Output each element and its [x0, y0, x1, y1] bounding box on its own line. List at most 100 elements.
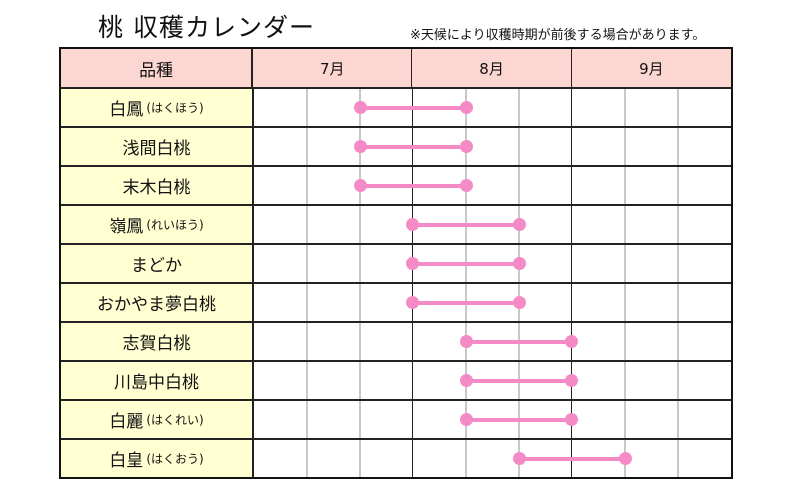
month-divider: [411, 323, 414, 360]
variety-name: 白鳳: [109, 100, 144, 120]
dekad-gridline: [676, 245, 679, 282]
month-divider: [570, 167, 573, 204]
variety-name-cell: 白鳳 (はくほう): [61, 89, 254, 126]
harvest-start-dot: [353, 140, 367, 153]
variety-name: 末木白桃: [122, 178, 191, 198]
dekad-gridline: [358, 245, 361, 282]
harvest-start-dot: [459, 335, 473, 348]
table-row: 志賀白桃: [61, 321, 731, 360]
dekad-gridline: [305, 128, 308, 165]
harvest-period-bar: [466, 378, 572, 383]
harvest-start-dot: [406, 296, 420, 309]
variety-name-cell: 白麗 (はくれい): [61, 401, 254, 438]
variety-name: 志賀白桃: [122, 334, 191, 354]
weather-note: ※天候により収穫時期が前後する場合があります。: [410, 28, 706, 43]
variety-name: 嶺鳳: [109, 217, 144, 237]
variety-name-cell: まどか: [61, 245, 254, 282]
harvest-end-dot: [459, 101, 473, 114]
dekad-gridline: [676, 440, 679, 477]
variety-name: 浅間白桃: [122, 139, 191, 159]
harvest-period-bar: [466, 339, 572, 344]
harvest-end-dot: [512, 257, 526, 270]
dekad-gridline: [624, 362, 626, 399]
timeline-cell: [254, 89, 731, 126]
dekad-gridline: [358, 206, 361, 243]
timeline-cell: [254, 284, 731, 321]
dekad-gridline: [305, 323, 308, 360]
harvest-period-bar: [519, 456, 625, 461]
table-row: まどか: [61, 243, 731, 282]
harvest-start-dot: [353, 101, 367, 114]
harvest-period-bar: [360, 144, 466, 149]
harvest-period-bar: [360, 105, 466, 110]
dekad-gridline: [358, 323, 361, 360]
table-row: 白麗 (はくれい): [61, 399, 731, 438]
harvest-end-dot: [459, 179, 473, 192]
variety-reading: (はくれい): [146, 413, 204, 427]
harvest-start-dot: [512, 452, 526, 465]
harvest-period-bar: [412, 300, 519, 305]
dekad-gridline: [624, 206, 626, 243]
month-divider: [570, 128, 573, 165]
dekad-gridline: [358, 401, 361, 438]
table-row: 浅間白桃: [61, 126, 731, 165]
month-divider: [570, 206, 573, 243]
dekad-gridline: [624, 245, 626, 282]
dekad-gridline: [518, 128, 520, 165]
timeline-cell: [254, 128, 731, 165]
month-divider: [411, 362, 414, 399]
harvest-start-dot: [406, 257, 420, 270]
dekad-gridline: [676, 89, 679, 126]
harvest-end-dot: [512, 296, 526, 309]
dekad-gridline: [624, 401, 626, 438]
harvest-period-bar: [360, 183, 466, 188]
variety-header: 品種: [61, 49, 254, 87]
harvest-period-bar: [412, 222, 519, 227]
variety-name-cell: 末木白桃: [61, 167, 254, 204]
month-header-august: 8月: [412, 49, 572, 87]
table-row: おかやま夢白桃: [61, 282, 731, 321]
dekad-gridline: [305, 401, 308, 438]
harvest-start-dot: [459, 413, 473, 426]
month-divider: [570, 89, 573, 126]
dekad-gridline: [676, 362, 679, 399]
dekad-gridline: [624, 128, 626, 165]
table-row: 川島中白桃: [61, 360, 731, 399]
timeline-cell: [254, 362, 731, 399]
variety-name-cell: 川島中白桃: [61, 362, 254, 399]
dekad-gridline: [305, 440, 308, 477]
dekad-gridline: [676, 128, 679, 165]
dekad-gridline: [305, 167, 308, 204]
month-header-july: 7月: [253, 49, 413, 87]
month-divider: [570, 245, 573, 282]
dekad-gridline: [358, 362, 361, 399]
month-divider: [411, 401, 414, 438]
variety-reading: (はくほう): [146, 101, 204, 115]
month-divider: [411, 440, 414, 477]
dekad-gridline: [464, 440, 467, 477]
harvest-start-dot: [406, 218, 420, 231]
variety-name-cell: 白皇 (はくおう): [61, 440, 254, 477]
variety-name: 白麗: [109, 412, 144, 432]
dekad-gridline: [676, 284, 679, 321]
variety-name-cell: おかやま夢白桃: [61, 284, 254, 321]
dekad-gridline: [624, 89, 626, 126]
dekad-gridline: [624, 284, 626, 321]
dekad-gridline: [358, 284, 361, 321]
timeline-cell: [254, 167, 731, 204]
harvest-end-dot: [512, 218, 526, 231]
variety-name-cell: 志賀白桃: [61, 323, 254, 360]
variety-name-cell: 浅間白桃: [61, 128, 254, 165]
month-header-september: 9月: [639, 59, 664, 78]
table-row: 白皇 (はくおう): [61, 438, 731, 477]
dekad-gridline: [305, 206, 308, 243]
dekad-gridline: [676, 167, 679, 204]
timeline-cell: [254, 245, 731, 282]
timeline-cell: [254, 440, 731, 477]
harvest-end-dot: [565, 413, 579, 426]
page-title: 桃 収穫カレンダー: [98, 13, 315, 42]
dekad-gridline: [305, 245, 308, 282]
table-row: 末木白桃: [61, 165, 731, 204]
timeline-cell: [254, 401, 731, 438]
month-divider: [570, 284, 573, 321]
